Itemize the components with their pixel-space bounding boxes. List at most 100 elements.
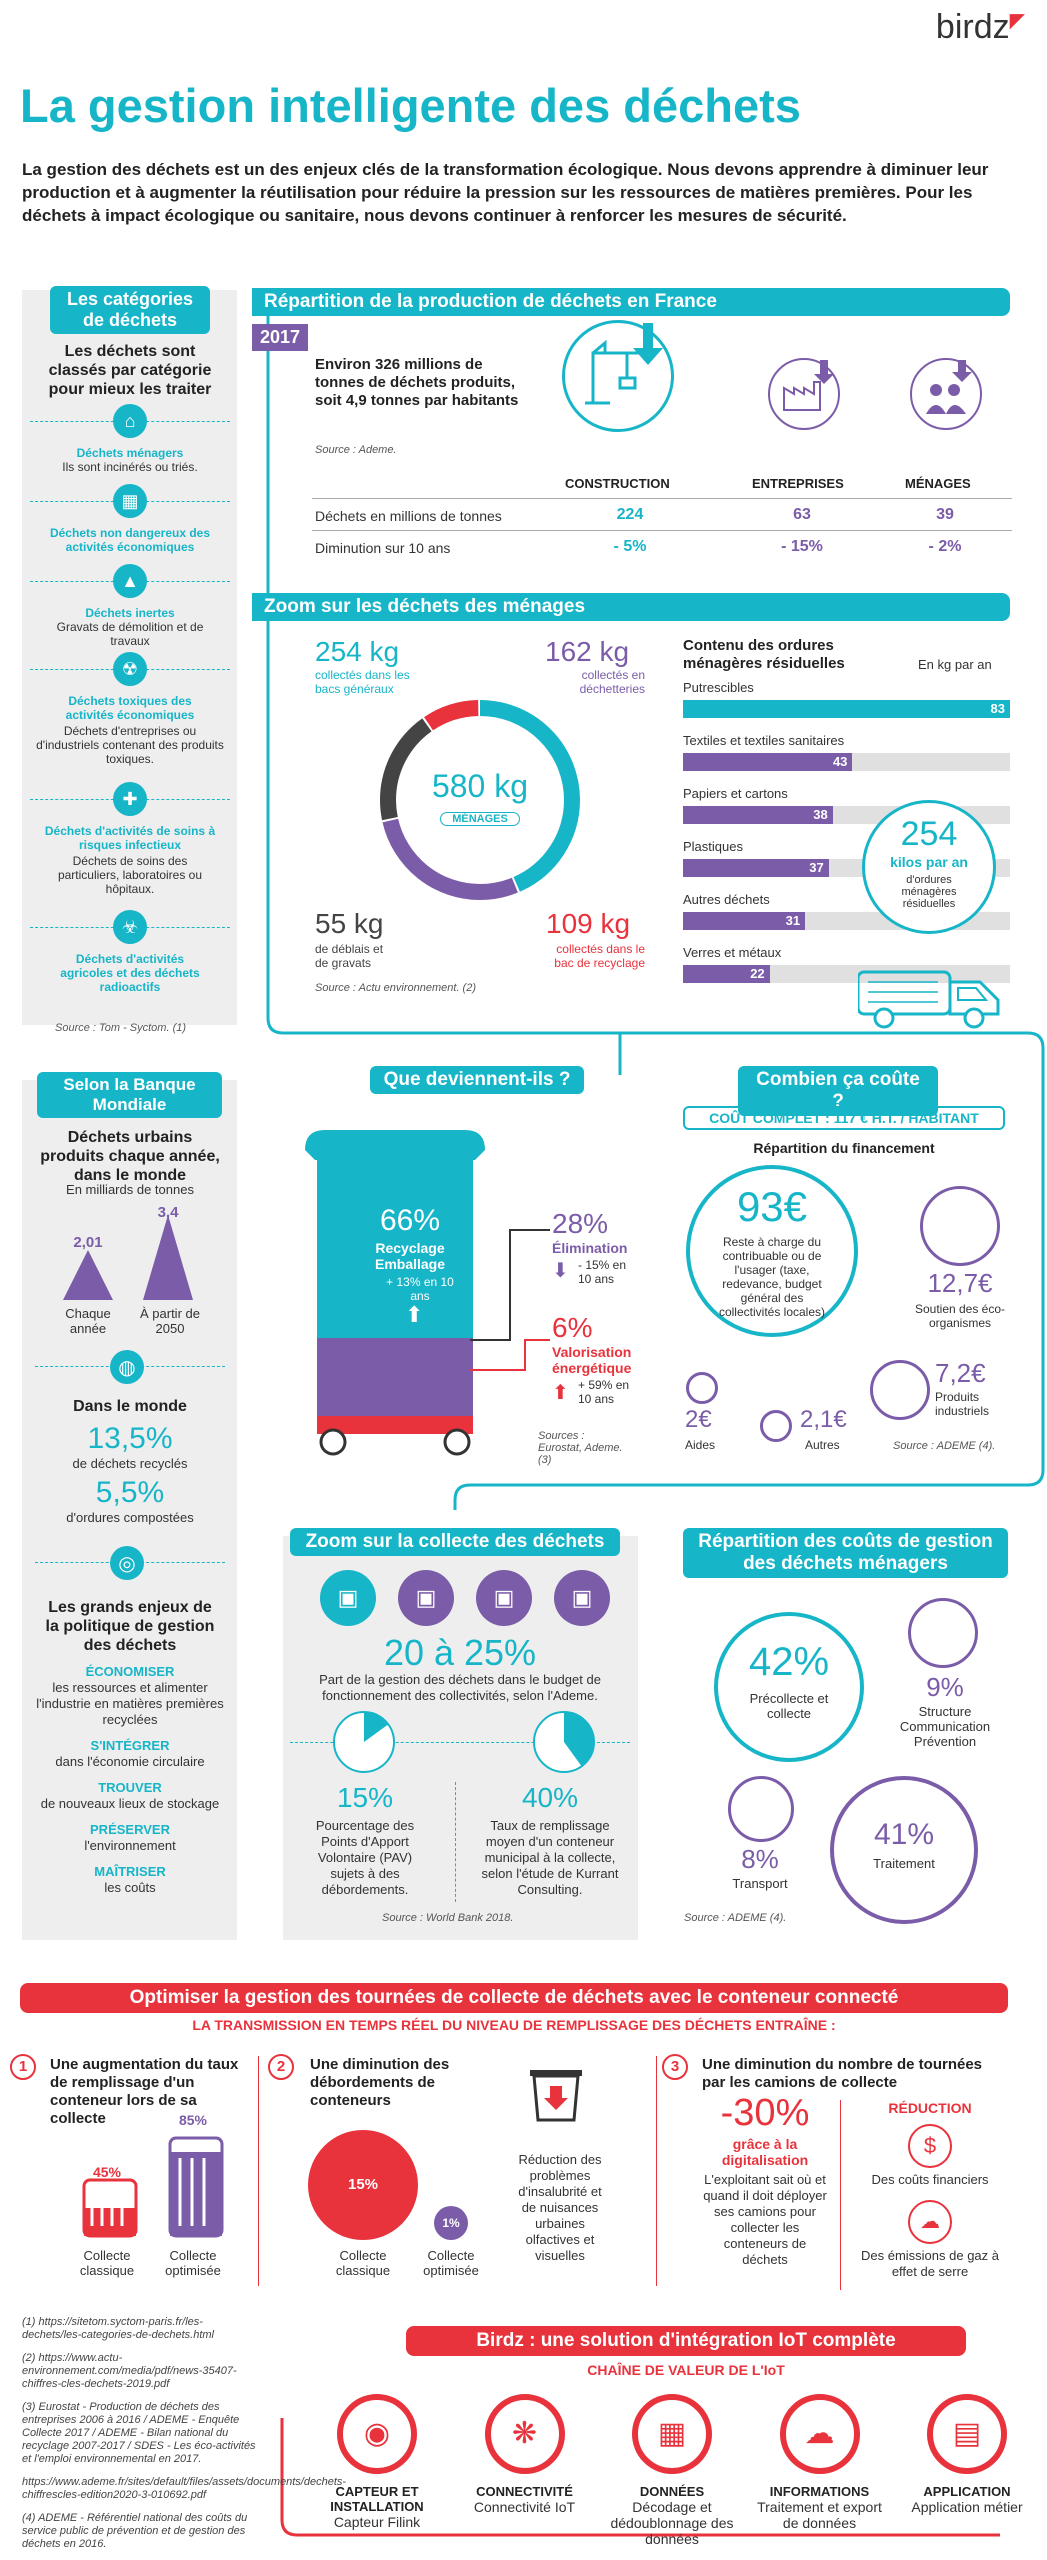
crane-icon bbox=[562, 320, 674, 432]
block2-title: Une diminution des débordements de conte… bbox=[310, 2056, 450, 2109]
enjeu-val: de nouveaux lieux de stockage bbox=[40, 1796, 220, 1811]
seg-label: de déblais et de gravats bbox=[315, 942, 384, 970]
brand-arrow-icon: ◤ bbox=[1009, 10, 1025, 32]
enjeu-key: PRÉSERVER bbox=[90, 1822, 170, 1837]
main-circle: 93€ Reste à charge du contribuable ou de… bbox=[686, 1165, 858, 1337]
triangle-2050 bbox=[143, 1215, 193, 1300]
row-label: Déchets en millions de tonnes bbox=[315, 508, 502, 524]
seg-label: collectés dans les bacs généraux bbox=[315, 668, 410, 696]
iot-header: Birdz : une solution d'intégration IoT c… bbox=[406, 2326, 966, 2356]
category-desc: Déchets d'entreprises ou d'industriels c… bbox=[36, 724, 224, 766]
col-menages: MÉNAGES bbox=[905, 476, 971, 491]
sensor-icon: ◉ bbox=[337, 2394, 417, 2474]
financing-title: Répartition du financement bbox=[753, 1140, 935, 1156]
enjeu-val: dans l'économie circulaire bbox=[55, 1754, 205, 1769]
block3-number: 3 bbox=[662, 2054, 688, 2080]
collecte-source: Source : World Bank 2018. bbox=[382, 1912, 514, 1924]
main-value: 93€ bbox=[736, 1183, 808, 1230]
aides-value: 2€ bbox=[685, 1406, 712, 1433]
bar-label: Verres et métaux bbox=[683, 945, 782, 960]
cost-label: Précollecte et collecte bbox=[749, 1691, 829, 1721]
cost-collecte-circle: 42% Précollecte et collecte bbox=[714, 1612, 864, 1762]
seg-value: 254 kg bbox=[315, 636, 400, 667]
reduction-item: Des émissions de gaz à effet de serre bbox=[860, 2248, 999, 2279]
category-item: ⌂ Déchets ménagers Ils sont incinérés ou… bbox=[30, 404, 230, 484]
donut-segment bbox=[380, 700, 580, 900]
factory-icon: ▦ bbox=[113, 484, 147, 518]
compost-label: d'ordures compostées bbox=[66, 1510, 194, 1525]
category-item: ▦ Déchets non dangereux des activités éc… bbox=[30, 484, 230, 564]
cost-value: 42% bbox=[748, 1640, 830, 1684]
iot-step: ▤ APPLICATION Application métier bbox=[902, 2394, 1032, 2547]
bar-label: Papiers et cartons bbox=[683, 786, 788, 801]
seg-value: 162 kg bbox=[545, 636, 630, 667]
repartition-header: Répartition de la production de déchets … bbox=[252, 288, 1010, 316]
banque-header: Selon la Banque Mondiale bbox=[37, 1072, 222, 1118]
iot-step-title: DONNÉES bbox=[639, 2484, 705, 2499]
block1-b-value: 85% bbox=[178, 2112, 208, 2128]
bar-label: Autres déchets bbox=[683, 892, 770, 907]
binary-data-icon: ▦ bbox=[632, 2394, 712, 2474]
cost-value: 9% bbox=[926, 1672, 964, 1702]
bar-label: Textiles et textiles sanitaires bbox=[683, 733, 845, 748]
category-desc: Déchets de soins des particuliers, labor… bbox=[57, 854, 203, 896]
rubble-icon: ▲ bbox=[113, 564, 147, 598]
cloud-upload-icon: ☁ bbox=[779, 2394, 860, 2474]
pie-slice bbox=[364, 1712, 389, 1742]
prod-value: 7,2€ bbox=[935, 1358, 986, 1388]
valo-label: Valorisation énergétique bbox=[552, 1344, 632, 1376]
globe-icon: ◍ bbox=[110, 1350, 144, 1384]
menages-source: Source : Actu environnement. (2) bbox=[315, 982, 477, 994]
donut-segment bbox=[380, 700, 580, 900]
pav-pie bbox=[333, 1711, 395, 1773]
radioactive-icon: ☣ bbox=[113, 910, 147, 944]
omr-total-unit: kilos par an bbox=[890, 854, 968, 870]
footnotes: (1) https://sitetom.syctom-paris.fr/les-… bbox=[22, 2316, 346, 2551]
category-title: Déchets non dangereux des activités écon… bbox=[49, 526, 211, 554]
money-icons: ▣ ▣ ▣ ▣ bbox=[320, 1570, 610, 1626]
donut-chart bbox=[380, 700, 580, 900]
block2-b-label: Collecte optimisée bbox=[423, 2248, 479, 2278]
categories-lead: Les déchets sont classés par catégorie p… bbox=[48, 343, 212, 398]
category-item: ☣ Déchets d'activités agricoles et des d… bbox=[30, 910, 230, 994]
iot-steps: ◉ CAPTEUR ET INSTALLATION Capteur Filink… bbox=[312, 2394, 1032, 2547]
omr-total-desc: d'ordures ménagères résiduelles bbox=[901, 874, 957, 910]
block2-b-value: 1% bbox=[442, 2216, 460, 2230]
enjeu-key: ÉCONOMISER bbox=[85, 1664, 175, 1679]
cell-value: 224 bbox=[616, 506, 644, 523]
repartition-couts-source: Source : ADEME (4). bbox=[684, 1912, 787, 1924]
iot-step: ☁ INFORMATIONS Traitement et export de d… bbox=[755, 2394, 885, 2547]
reduction-item: Des coûts financiers bbox=[871, 2172, 989, 2187]
range-value: 20 à 25% bbox=[383, 1632, 537, 1673]
devenir-header: Que deviennent-ils ? bbox=[370, 1066, 584, 1094]
syringe-icon: ✚ bbox=[113, 782, 147, 816]
recycled-value: 13,5% bbox=[87, 1422, 173, 1455]
iot-step-desc: Capteur Filink bbox=[333, 2514, 421, 2530]
recycled-label: de déchets recyclés bbox=[72, 1456, 188, 1471]
urban-title: Déchets urbains produits chaque année, d… bbox=[40, 1129, 220, 1184]
enjeu-key: TROUVER bbox=[98, 1780, 162, 1795]
collecte-header: Zoom sur la collecte des déchets bbox=[290, 1528, 620, 1556]
cost-value: 41% bbox=[873, 1818, 935, 1851]
year-badge: 2017 bbox=[252, 324, 309, 351]
valo-value: 6% bbox=[552, 1312, 593, 1343]
donut-total-value: 580 kg bbox=[431, 768, 529, 804]
omr-bar-chart: Putrescibles 83 Textiles et textiles sanit… bbox=[683, 680, 1010, 1000]
optim-header: Optimiser la gestion des tournées de col… bbox=[20, 1983, 1008, 2013]
block2-note: Réduction des problèmes d'insalubrité et… bbox=[518, 2152, 602, 2263]
fill-pie bbox=[533, 1711, 595, 1773]
aides-label: Aides bbox=[685, 1438, 716, 1452]
block3-title: Une diminution du nombre de tournées par… bbox=[702, 2056, 983, 2091]
bin-recycle-fill bbox=[317, 1160, 473, 1338]
brand-logo: birdz◤ bbox=[936, 8, 1025, 47]
category-title: Déchets ménagers bbox=[76, 446, 184, 460]
category-title: Déchets d'activités de soins à risques i… bbox=[44, 824, 216, 852]
recycle-change: + 13% en 10 ans bbox=[386, 1275, 454, 1303]
iot-step-desc: Application métier bbox=[911, 2499, 1023, 2515]
devenir-source: Sources : Eurostat, Ademe. (3) bbox=[538, 1430, 623, 1466]
footnote: (1) https://sitetom.syctom-paris.fr/les-… bbox=[22, 2316, 214, 2341]
page-title: La gestion intelligente des déchets bbox=[20, 79, 801, 132]
footnote: (2) https://www.actu-environnement.com/m… bbox=[22, 2352, 237, 2390]
block2-a-label: Collecte classique bbox=[335, 2248, 391, 2278]
seg-label: collectés en déchetteries bbox=[579, 668, 645, 696]
